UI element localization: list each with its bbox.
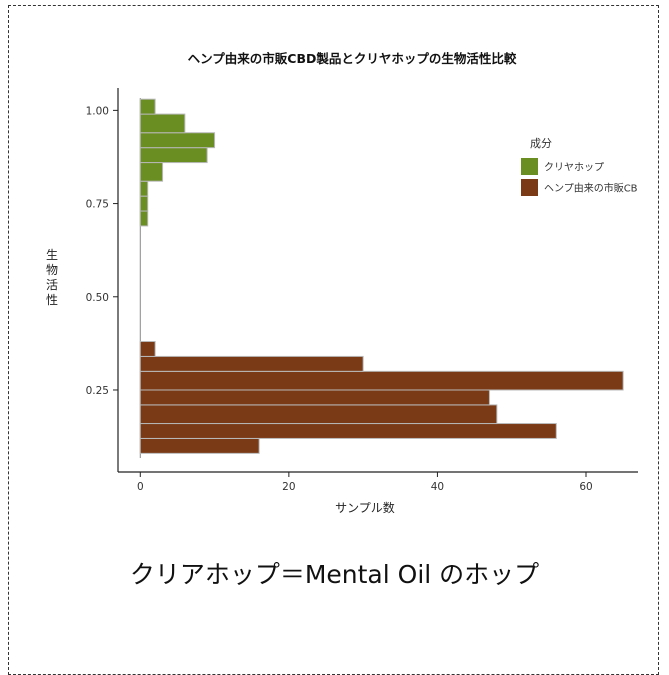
x-tick-label: 0 — [137, 481, 144, 493]
bars — [139, 98, 624, 454]
x-tick-label: 40 — [431, 481, 444, 493]
y-tick-label: 1.00 — [86, 105, 109, 117]
chart-title: ヘンプ由来の市販CBD製品とクリヤホップの生物活性比較 — [188, 51, 517, 66]
legend-swatch — [521, 179, 538, 196]
bar-series-1-bin-4 — [139, 370, 624, 391]
bar-series-1-bin-3 — [139, 389, 490, 406]
caption: クリアホップ＝Mental Oil のホップ — [129, 560, 540, 589]
ticks: 0.25 0.50 0.75 1.00 0 20 40 60 — [86, 105, 593, 493]
legend-title: 成分 — [530, 137, 552, 150]
x-tick-label: 60 — [579, 481, 592, 493]
y-axis-label: 生物活性 — [46, 248, 58, 307]
bar-series-1-bin-1 — [139, 423, 557, 439]
bar-series-1-bin-5 — [139, 355, 364, 372]
bar-series-0-bin-7 — [139, 98, 156, 115]
bar-series-0-bin-1 — [139, 195, 149, 212]
legend-label: ヘンプ由来の市販CB — [544, 182, 638, 195]
legend-swatch — [521, 158, 538, 175]
y-tick-label: 0.75 — [86, 199, 109, 211]
bar-series-0-bin-5 — [139, 132, 216, 149]
legend-label: クリヤホップ — [544, 162, 604, 174]
bar-series-1-bin-0 — [139, 437, 260, 454]
x-tick-label: 20 — [282, 481, 295, 493]
bar-series-0-bin-6 — [139, 113, 186, 134]
y-axis-label-char: 活 — [46, 278, 58, 292]
bar-series-0-bin-2 — [139, 180, 149, 197]
y-tick-label: 0.25 — [86, 385, 109, 397]
bar-series-0-bin-4 — [139, 147, 208, 164]
bar-series-0-bin-3 — [139, 162, 164, 182]
x-axis-label: サンプル数 — [335, 500, 395, 515]
bar-series-0-bin-0 — [139, 210, 149, 227]
y-axis-label-char: 生 — [46, 248, 58, 262]
y-axis-label-char: 性 — [46, 293, 58, 307]
y-tick-label: 0.50 — [86, 292, 109, 304]
bar-series-1-bin-6 — [139, 341, 156, 357]
y-axis-label-char: 物 — [46, 263, 58, 277]
bar-series-1-bin-2 — [139, 404, 498, 425]
histogram-chart: ヘンプ由来の市販CBD製品とクリヤホップの生物活性比較 生物活性 0.25 0.5… — [46, 51, 638, 515]
